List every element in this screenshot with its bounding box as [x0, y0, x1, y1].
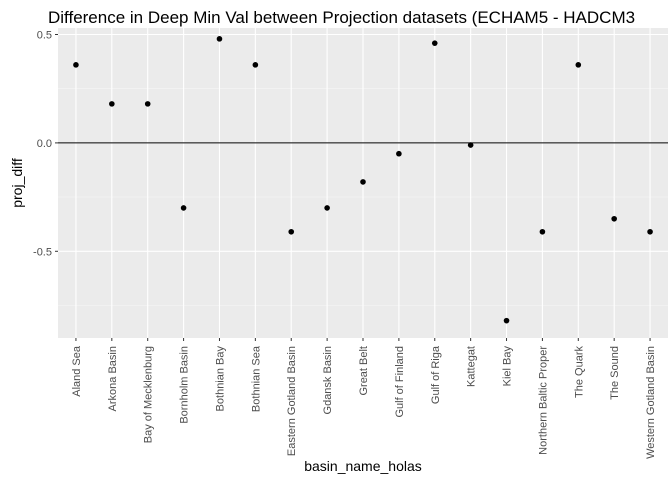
x-tick-label: The Quark — [573, 346, 585, 398]
x-tick-label: Eastern Gotland Basin — [286, 346, 298, 456]
data-point — [252, 62, 259, 68]
x-tick-label: Northern Baltic Proper — [537, 346, 549, 455]
x-tick-label: Great Belt — [358, 346, 370, 396]
y-axis-ticks: -0.5 0.0 0.5 — [33, 30, 58, 258]
data-point — [396, 150, 402, 157]
data-points — [73, 36, 653, 324]
data-point — [503, 317, 510, 324]
x-tick-label: Bothnian Sea — [250, 345, 262, 412]
y-tick-label: 0.5 — [37, 30, 52, 42]
data-point — [647, 228, 653, 235]
x-tick-label: Aland Sea — [71, 345, 83, 397]
x-axis-title: basin_name_holas — [304, 458, 422, 474]
x-axis-ticks: Aland Sea Arkona Basin Bay of Mecklenburg B… — [71, 338, 657, 459]
y-tick-label: 0.0 — [37, 138, 52, 150]
x-tick-label: Gulf of Finland — [394, 346, 406, 418]
y-tick-label: -0.5 — [33, 246, 52, 258]
x-tick-label: Gdansk Basin — [322, 346, 334, 414]
x-tick-label: Bornholm Basin — [179, 346, 191, 424]
x-tick-label: Kattegat — [466, 346, 478, 387]
data-point — [360, 179, 366, 185]
data-point — [73, 62, 79, 68]
data-point — [575, 62, 582, 68]
x-tick-label: Kiel Bay — [502, 346, 514, 387]
data-point — [611, 215, 617, 222]
data-point — [324, 205, 330, 211]
data-point — [431, 40, 438, 46]
data-point — [288, 228, 295, 235]
x-tick-label: Arkona Basin — [107, 346, 119, 411]
data-point — [539, 228, 546, 235]
chart-title: Difference in Deep Min Val between Proje… — [48, 8, 635, 27]
x-tick-label: Bothnian Bay — [214, 346, 226, 412]
x-tick-label: The Sound — [609, 346, 621, 400]
data-point — [180, 205, 187, 211]
data-point — [216, 36, 223, 42]
data-point — [144, 101, 151, 107]
y-axis-title: proj_diff — [9, 158, 25, 208]
data-point — [467, 142, 474, 148]
x-tick-label: Gulf of Riga — [430, 345, 442, 404]
data-point — [109, 101, 115, 107]
x-tick-label: Western Gotland Basin — [645, 346, 657, 459]
x-tick-label: Bay of Mecklenburg — [143, 346, 155, 443]
